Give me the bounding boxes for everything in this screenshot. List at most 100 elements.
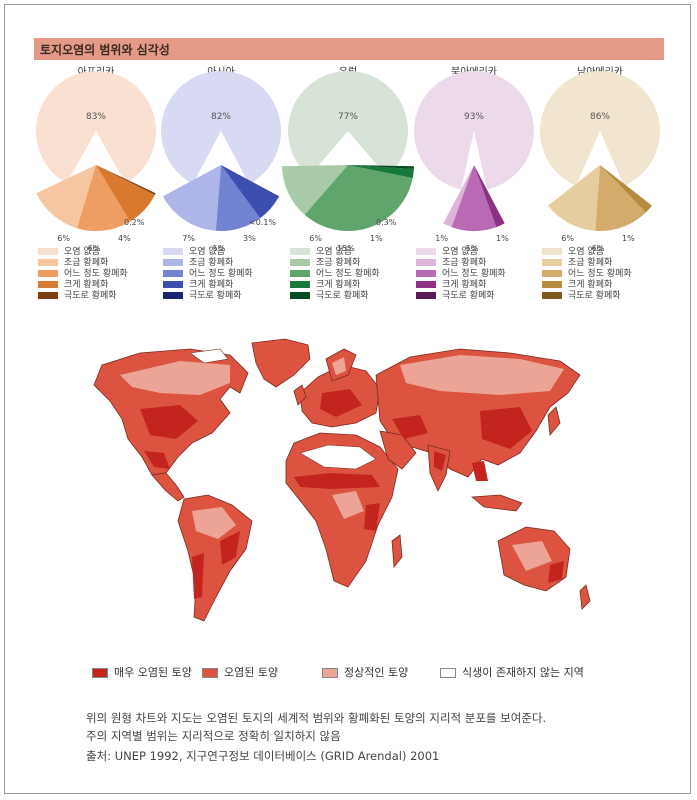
pie-slice-2-0	[288, 71, 409, 177]
legend-item-1-4: 극도로 황폐화	[163, 288, 242, 301]
pie-label-4-0: 86%	[590, 112, 610, 122]
map-legend-item-1: 오염된 토양	[202, 664, 278, 680]
map-arabia	[379, 430, 417, 470]
map-legend-label: 오염된 토양	[224, 666, 279, 679]
map-uk	[293, 384, 307, 406]
caption-line-1: 위의 원형 차트와 지도는 오염된 토지의 세계적 범위와 황폐화된 토양의 지…	[86, 711, 547, 725]
pie-label-1-4: <0.1%	[249, 218, 276, 227]
map-legend-item-0: 매우 오염된 토양	[92, 664, 192, 680]
pie-slice-4-2	[595, 165, 646, 232]
legend-item-3-3: 크게 황폐화	[416, 277, 486, 290]
legend-item-0-3: 크게 황폐화	[38, 277, 108, 290]
legend-swatch	[542, 270, 562, 277]
map-normal-siberia	[400, 355, 564, 395]
pie-label-0-4: 0.2%	[124, 218, 145, 227]
legend-label: 조금 황폐화	[568, 258, 613, 268]
pie-slice-2-4	[348, 165, 414, 169]
legend-swatch	[38, 281, 58, 288]
legend-swatch	[38, 270, 58, 277]
map-severe-mexico	[144, 451, 170, 469]
legend-swatch	[290, 281, 310, 288]
figure-frame	[4, 4, 691, 794]
legend-label: 극도로 황폐화	[64, 291, 117, 301]
pie-slice-0-1	[36, 165, 96, 229]
pie-slice-1-0	[160, 71, 281, 184]
legend-item-3-1: 조금 황폐화	[416, 255, 486, 268]
legend-label: 크게 황폐화	[442, 280, 487, 290]
map-arctic-islands	[189, 348, 229, 364]
legend-item-2-1: 조금 황폐화	[290, 255, 360, 268]
pie-label-0-0: 83%	[86, 112, 106, 122]
legend-item-4-4: 극도로 황폐화	[542, 288, 621, 301]
pie-slice-3-1	[443, 165, 474, 228]
pie-charts: 아프리카83%6%6%4%0.2%아시아82%7%5%3%<0.1%유럽77%6…	[36, 66, 660, 253]
legend-swatch	[290, 292, 310, 299]
pie-slice-4-1	[547, 165, 600, 231]
pie-slice-1-3	[221, 165, 279, 219]
legend-item-3-2: 어느 정도 황폐화	[416, 266, 506, 279]
map-severe-usa	[140, 405, 198, 439]
pie-slice-3-0	[414, 70, 535, 190]
pie-label-0-3: 4%	[118, 234, 131, 243]
legend-label: 조금 황폐화	[64, 258, 109, 268]
map-japan	[547, 406, 561, 436]
legend-item-2-4: 극도로 황폐화	[290, 288, 369, 301]
legend-label: 오염 없음	[442, 247, 478, 257]
legend-item-4-1: 조금 황폐화	[542, 255, 612, 268]
legend-label: 크게 황폐화	[64, 280, 109, 290]
pie-slice-0-2	[76, 165, 131, 231]
legend-label: 극도로 황폐화	[568, 291, 621, 301]
pie-label-1-0: 82%	[211, 112, 231, 122]
legend-label: 크게 황폐화	[316, 280, 361, 290]
map-normal-canada	[120, 361, 230, 395]
map-legend-swatch	[440, 668, 456, 678]
pie-slice-0-4	[96, 165, 156, 195]
pie-slice-3-2	[451, 165, 497, 231]
map-legend-swatch	[202, 668, 218, 678]
legend-swatch	[416, 281, 436, 288]
legend-swatch	[416, 270, 436, 277]
legend-swatch	[416, 259, 436, 266]
legend-swatch	[163, 281, 183, 288]
map-madagascar	[391, 534, 403, 569]
pie-slice-2-3	[348, 165, 414, 179]
pie-label-3-2: 5%	[466, 244, 479, 253]
legend-item-1-2: 어느 정도 황폐화	[163, 266, 253, 279]
legend-item-0-2: 어느 정도 황폐화	[38, 266, 128, 279]
pie-slice-3-3	[474, 165, 505, 228]
map-severe-southeast-asia	[472, 461, 488, 481]
pie-label-1-2: 5%	[213, 244, 226, 253]
pie-label-2-2: 15%	[337, 244, 355, 253]
pie-slice-1-2	[215, 165, 261, 231]
map-legend-item-2: 정상적인 토양	[322, 664, 408, 680]
pie-label-3-3: 1%	[496, 234, 509, 243]
legend-item-4-3: 크게 황폐화	[542, 277, 612, 290]
legend-item-1-1: 조금 황폐화	[163, 255, 233, 268]
pie-slice-0-3	[96, 165, 155, 222]
pie-label-2-3: 1%	[370, 234, 383, 243]
legend-item-3-4: 극도로 황폐화	[416, 288, 495, 301]
legend-label: 크게 황폐화	[568, 280, 613, 290]
legend-swatch	[542, 259, 562, 266]
legend-label: 오염 없음	[316, 247, 352, 257]
legend-item-1-3: 크게 황폐화	[163, 277, 233, 290]
pie-label-0-2: 6%	[88, 244, 101, 253]
map-legend-swatch	[322, 668, 338, 678]
caption-line-2: 주의 지역별 범위는 지리적으로 정확히 일치하지 않음	[86, 729, 341, 743]
map-central-america	[151, 472, 185, 502]
legend-label: 극도로 황폐화	[189, 291, 242, 301]
legend-label: 조금 황폐화	[442, 258, 487, 268]
legend-label: 극도로 황폐화	[442, 291, 495, 301]
legend-item-2-3: 크게 황폐화	[290, 277, 360, 290]
legend-label: 어느 정도 황폐화	[442, 269, 506, 279]
map-severe-sahel	[294, 473, 380, 489]
map-sahara	[299, 444, 377, 470]
legend-label: 크게 황폐화	[189, 280, 234, 290]
legend-label: 극도로 황폐화	[316, 291, 369, 301]
pie-label-3-1: 1%	[435, 234, 448, 243]
map-legend-swatch	[92, 668, 108, 678]
pie-label-2-0: 77%	[338, 112, 358, 122]
legend-swatch	[416, 248, 436, 255]
pie-label-2-4: 0.3%	[376, 218, 397, 227]
legend-item-3-0: 오염 없음	[416, 244, 478, 257]
